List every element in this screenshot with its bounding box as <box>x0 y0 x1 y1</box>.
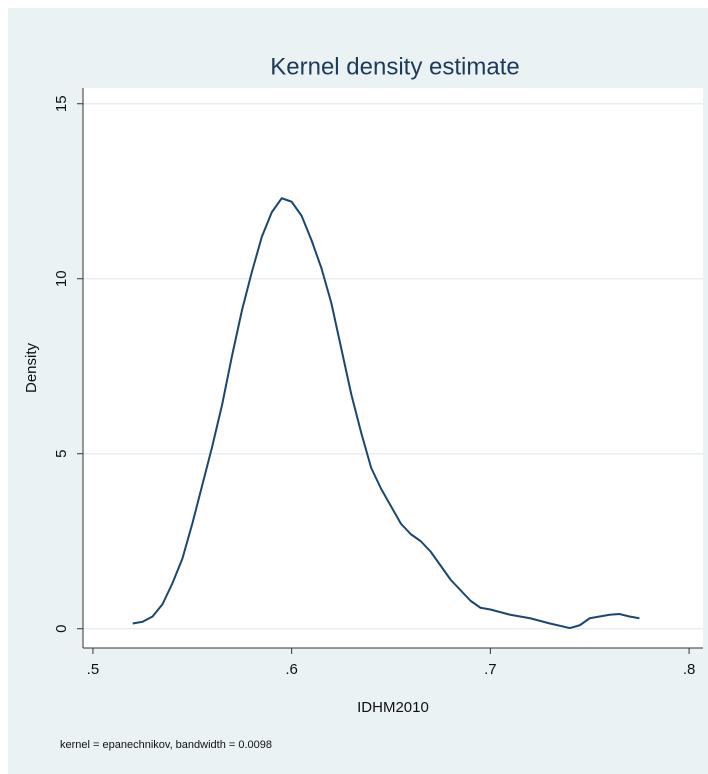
y-tick-label: 0 <box>53 625 70 633</box>
chart-title: Kernel density estimate <box>270 53 519 80</box>
x-axis-label: IDHM2010 <box>357 699 429 716</box>
plot-region <box>83 88 703 648</box>
note: kernel = epanechnikov, bandwidth = 0.009… <box>60 739 272 751</box>
x-tick-label: .7 <box>484 661 497 678</box>
density-line <box>132 197 640 630</box>
x-tick-label: .6 <box>285 661 298 678</box>
x-tick-label: .5 <box>87 661 100 678</box>
y-tick-label: 10 <box>53 270 70 287</box>
y-axis-label: Density <box>23 342 40 393</box>
x-tick-label: .8 <box>683 661 696 678</box>
y-tick-label: 15 <box>53 95 70 112</box>
y-tick-label: 5 <box>53 450 70 458</box>
